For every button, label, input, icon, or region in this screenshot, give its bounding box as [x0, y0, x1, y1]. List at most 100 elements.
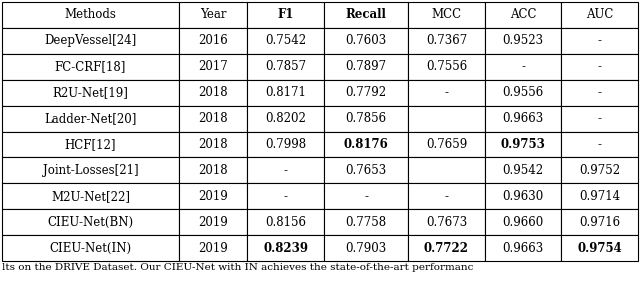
Text: 0.7857: 0.7857	[265, 60, 307, 73]
Bar	[484, 131, 561, 158]
Text: 0.7556: 0.7556	[426, 60, 467, 73]
Text: 0.8156: 0.8156	[266, 216, 307, 229]
Text: DeepVessel[24]: DeepVessel[24]	[44, 34, 137, 47]
Bar	[484, 54, 561, 80]
Bar	[561, 209, 638, 235]
Bar	[408, 105, 484, 131]
Bar	[179, 131, 248, 158]
Text: 2018: 2018	[198, 86, 228, 99]
Bar	[179, 2, 248, 28]
Bar	[2, 131, 179, 158]
Text: -: -	[364, 190, 368, 203]
Text: -: -	[444, 86, 449, 99]
Bar	[484, 209, 561, 235]
Bar	[2, 158, 179, 183]
Text: 0.9630: 0.9630	[502, 190, 544, 203]
Bar	[408, 209, 484, 235]
Bar	[561, 80, 638, 105]
Text: 0.7367: 0.7367	[426, 34, 467, 47]
Bar	[484, 158, 561, 183]
Bar	[324, 235, 408, 261]
Bar	[561, 54, 638, 80]
Bar	[179, 209, 248, 235]
Bar	[248, 80, 324, 105]
Bar	[408, 235, 484, 261]
Text: 0.8176: 0.8176	[344, 138, 388, 151]
Bar	[408, 183, 484, 209]
Text: -: -	[598, 34, 602, 47]
Text: 0.7758: 0.7758	[346, 216, 387, 229]
Text: 0.9663: 0.9663	[502, 112, 544, 125]
Text: M2U-Net[22]: M2U-Net[22]	[51, 190, 130, 203]
Text: 0.7903: 0.7903	[346, 242, 387, 255]
Text: CIEU-Net(BN): CIEU-Net(BN)	[47, 216, 134, 229]
Bar	[561, 235, 638, 261]
Bar	[2, 209, 179, 235]
Text: lts on the DRIVE Dataset. Our CIEU-Net with IN achieves the state-of-the-art per: lts on the DRIVE Dataset. Our CIEU-Net w…	[2, 263, 474, 272]
Text: 0.7603: 0.7603	[346, 34, 387, 47]
Text: 0.7653: 0.7653	[346, 164, 387, 177]
Text: -: -	[284, 164, 288, 177]
Text: Methods: Methods	[65, 8, 116, 21]
Bar	[2, 54, 179, 80]
Text: 2019: 2019	[198, 216, 228, 229]
Text: 0.7856: 0.7856	[346, 112, 387, 125]
Bar	[484, 80, 561, 105]
Text: 2016: 2016	[198, 34, 228, 47]
Bar	[484, 235, 561, 261]
Text: 0.7998: 0.7998	[265, 138, 307, 151]
Text: 2018: 2018	[198, 112, 228, 125]
Bar	[408, 131, 484, 158]
Text: AUC: AUC	[586, 8, 613, 21]
Bar	[561, 183, 638, 209]
Bar	[248, 105, 324, 131]
Bar	[2, 2, 179, 28]
Text: 0.8202: 0.8202	[266, 112, 306, 125]
Bar	[561, 131, 638, 158]
Text: FC-CRF[18]: FC-CRF[18]	[55, 60, 126, 73]
Text: Joint-Losses[21]: Joint-Losses[21]	[43, 164, 138, 177]
Text: 0.9663: 0.9663	[502, 242, 544, 255]
Bar	[484, 183, 561, 209]
Bar	[324, 80, 408, 105]
Bar	[324, 54, 408, 80]
Text: 0.7542: 0.7542	[265, 34, 307, 47]
Bar	[179, 80, 248, 105]
Bar	[484, 2, 561, 28]
Bar	[179, 183, 248, 209]
Bar	[2, 105, 179, 131]
Text: 0.9753: 0.9753	[500, 138, 545, 151]
Bar	[179, 54, 248, 80]
Text: MCC: MCC	[431, 8, 461, 21]
Bar	[248, 183, 324, 209]
Text: HCF[12]: HCF[12]	[65, 138, 116, 151]
Text: Ladder-Net[20]: Ladder-Net[20]	[44, 112, 137, 125]
Text: 0.9752: 0.9752	[579, 164, 620, 177]
Bar	[248, 209, 324, 235]
Bar	[179, 28, 248, 54]
Text: -: -	[598, 60, 602, 73]
Bar	[561, 105, 638, 131]
Bar	[324, 2, 408, 28]
Bar	[248, 2, 324, 28]
Text: ACC: ACC	[510, 8, 536, 21]
Text: 0.7722: 0.7722	[424, 242, 469, 255]
Bar	[248, 28, 324, 54]
Text: 0.7673: 0.7673	[426, 216, 467, 229]
Text: 0.8171: 0.8171	[266, 86, 306, 99]
Text: 2018: 2018	[198, 138, 228, 151]
Text: 2017: 2017	[198, 60, 228, 73]
Bar	[561, 2, 638, 28]
Bar	[408, 80, 484, 105]
Text: 0.9754: 0.9754	[577, 242, 622, 255]
Bar	[408, 2, 484, 28]
Text: -: -	[444, 190, 449, 203]
Bar	[2, 80, 179, 105]
Bar	[484, 28, 561, 54]
Text: 0.9716: 0.9716	[579, 216, 620, 229]
Text: R2U-Net[19]: R2U-Net[19]	[52, 86, 129, 99]
Bar	[179, 105, 248, 131]
Bar	[179, 158, 248, 183]
Text: Recall: Recall	[346, 8, 387, 21]
Bar	[324, 209, 408, 235]
